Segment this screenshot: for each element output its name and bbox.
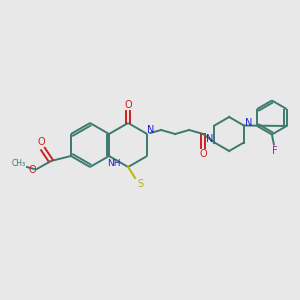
Text: N: N xyxy=(245,118,253,128)
Text: O: O xyxy=(124,100,132,110)
Text: NH: NH xyxy=(107,158,121,167)
Text: O: O xyxy=(199,149,207,159)
Text: O: O xyxy=(37,137,45,147)
Text: N: N xyxy=(148,125,155,135)
Text: S: S xyxy=(137,179,143,189)
Text: F: F xyxy=(272,146,278,155)
Text: O: O xyxy=(28,165,36,175)
Text: CH₃: CH₃ xyxy=(12,158,26,167)
Text: N: N xyxy=(206,134,213,145)
